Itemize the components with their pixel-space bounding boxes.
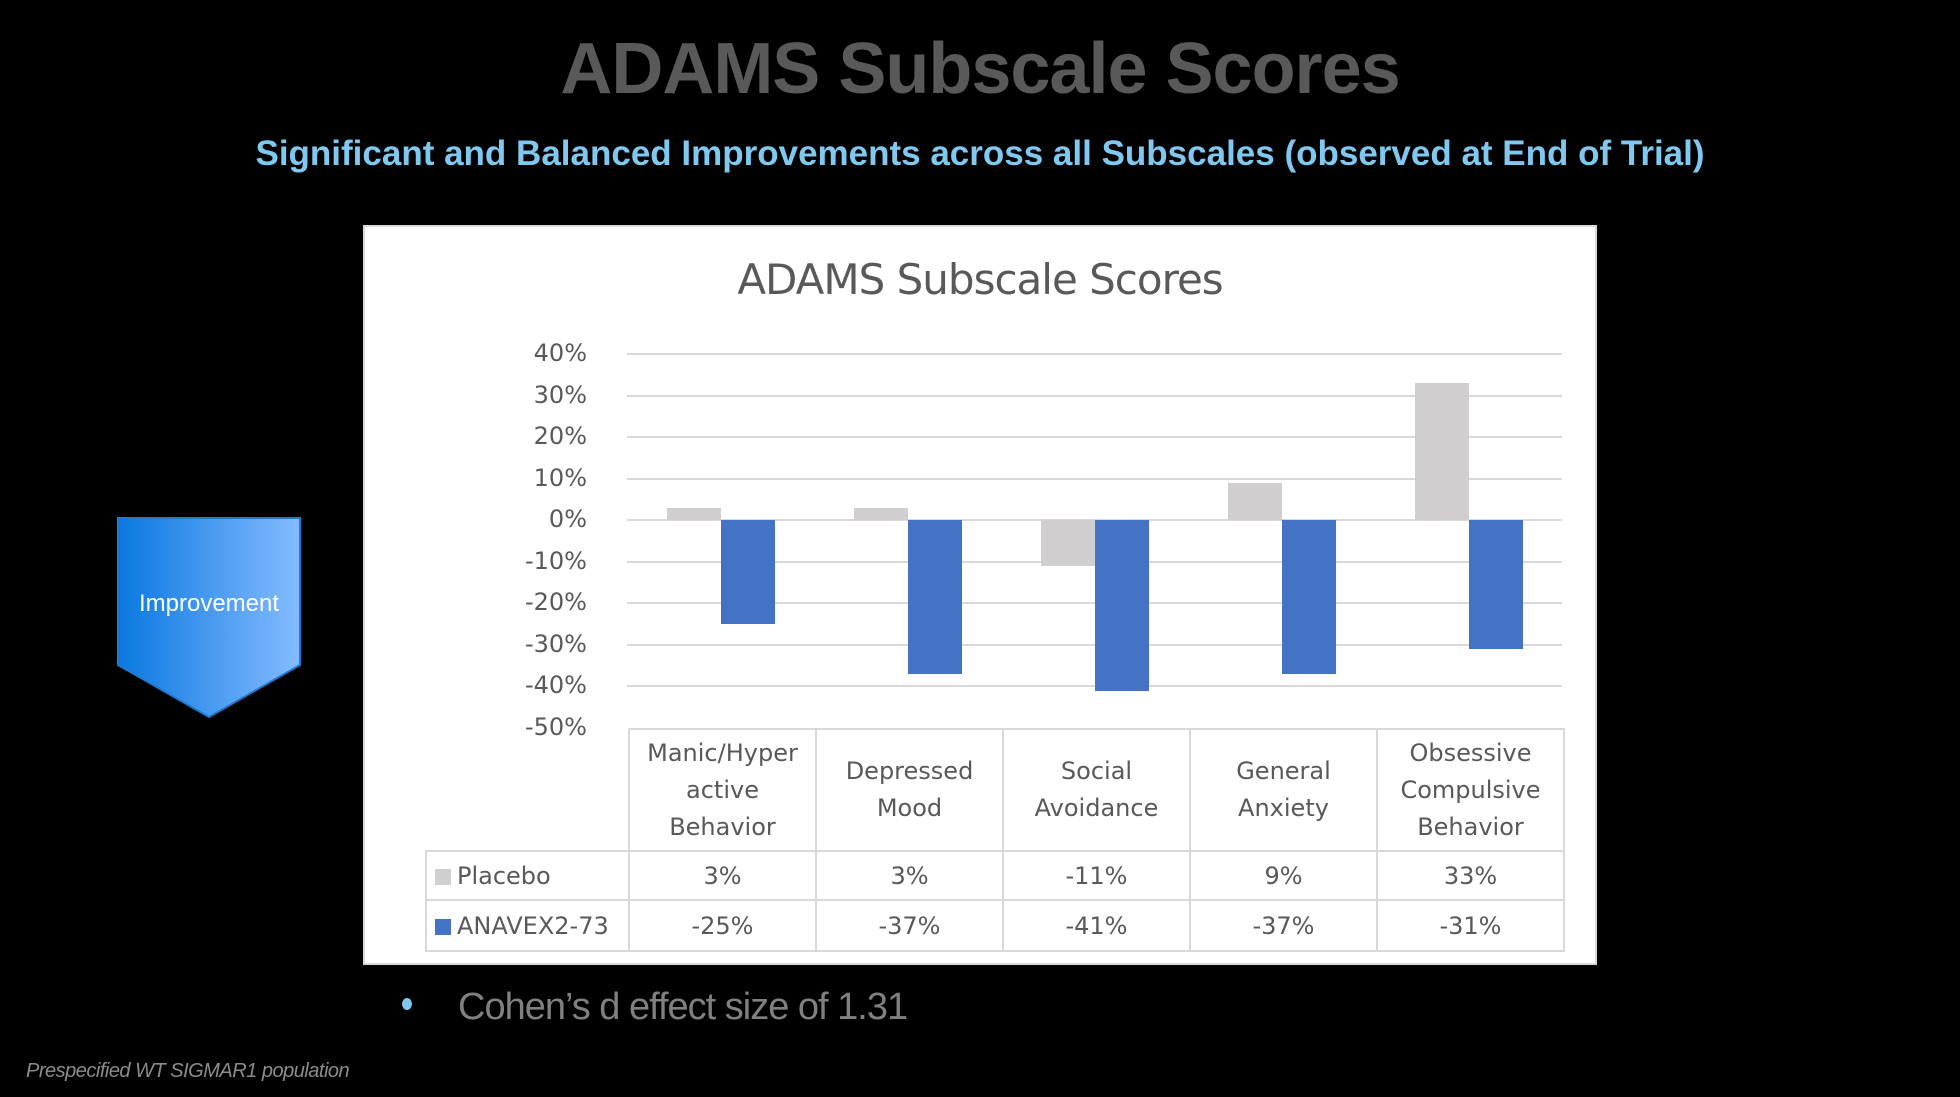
placebo-bar	[853, 507, 908, 521]
value-cell: -11%	[1002, 850, 1191, 901]
anavex-bar	[720, 520, 775, 625]
value-cell: -37%	[1189, 899, 1378, 952]
gridline	[627, 394, 1562, 397]
value-cell: -41%	[1002, 899, 1191, 952]
improvement-arrow-icon	[117, 517, 301, 718]
y-tick-label: 40%	[533, 339, 587, 367]
value-cell: -25%	[628, 899, 817, 952]
value-cell: 3%	[628, 850, 817, 901]
population-footnote: Prespecified WT SIGMAR1 population	[26, 1060, 350, 1082]
y-tick-label: -30%	[524, 629, 587, 658]
placebo-bar	[1414, 383, 1469, 521]
y-tick-label: 20%	[533, 422, 587, 451]
anavex-bar	[1468, 520, 1523, 650]
value-cell: 9%	[1189, 850, 1378, 901]
value-cell: 33%	[1376, 850, 1565, 901]
bullet-icon	[402, 998, 412, 1010]
chart-container: ADAMS Subscale Scores Manic/Hyper active B…	[363, 225, 1597, 965]
legend-entry: ANAVEX2-73	[425, 899, 630, 952]
data-table: Manic/Hyper active Behavior Depressed Mood So…	[425, 728, 1565, 952]
category-header: Obsessive Compulsive Behavior	[1376, 728, 1565, 852]
y-tick-label: -40%	[524, 671, 587, 700]
value-cell: 3%	[815, 850, 1004, 901]
legend-swatch-icon	[435, 918, 451, 935]
category-header: Manic/Hyper active Behavior	[628, 728, 817, 852]
category-header: General Anxiety	[1189, 728, 1378, 852]
gridline	[627, 477, 1562, 480]
y-tick-label: 30%	[533, 380, 587, 409]
category-header: Depressed Mood	[815, 728, 1004, 852]
slide-title: ADAMS Subscale Scores	[560, 29, 1400, 109]
table-row: ANAVEX2-73 -25% -37% -41% -37% -31%	[425, 899, 1565, 952]
improvement-label: Improvement	[138, 590, 280, 617]
y-tick-label: -20%	[524, 588, 587, 617]
placebo-bar	[1227, 482, 1282, 521]
y-tick-label: -50%	[524, 713, 587, 741]
table-row: Placebo 3% 3% -11% 9% 33%	[425, 850, 1565, 901]
slide-subtitle: Significant and Balanced Improvements ac…	[255, 134, 1705, 173]
category-header: Social Avoidance	[1002, 728, 1191, 852]
y-tick-label: -10%	[524, 546, 587, 575]
placebo-bar	[1040, 520, 1095, 566]
effect-size-text: Cohen’s d effect size of 1.31	[458, 986, 908, 1028]
placebo-bar	[666, 507, 721, 521]
gridline	[627, 353, 1562, 355]
value-cell: -31%	[1376, 899, 1565, 952]
gridline	[627, 436, 1562, 439]
chart-title: ADAMS Subscale Scores	[737, 255, 1223, 304]
y-tick-label: 0%	[548, 505, 587, 534]
y-tick-label: 10%	[533, 463, 587, 492]
anavex-bar	[1281, 520, 1336, 674]
value-cell: -37%	[815, 899, 1004, 952]
legend-entry: Placebo	[425, 850, 630, 901]
legend-swatch-icon	[435, 868, 451, 885]
anavex-bar	[1094, 520, 1149, 691]
anavex-bar	[907, 520, 962, 674]
